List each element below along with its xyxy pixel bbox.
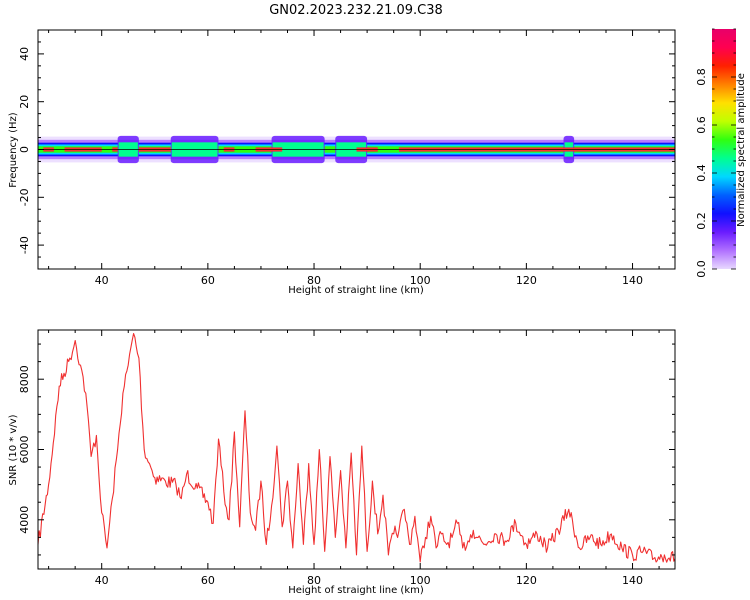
x-tick-label: 60 <box>201 574 215 587</box>
y-tick-label: 20 <box>18 95 31 109</box>
snr-ticks: 40 60 80 100 120 140 4000 6000 8000 <box>18 330 675 587</box>
snr-xlabel: Height of straight line (km) <box>288 585 424 596</box>
x-tick-label: 100 <box>410 274 431 287</box>
snr-ylabel: SNR (10 * v/v) <box>8 414 19 485</box>
colorbar-tick-label: 0.8 <box>695 68 708 86</box>
x-tick-label: 40 <box>95 274 109 287</box>
figure-title: GN02.2023.232.21.09.C38 <box>269 3 443 18</box>
spectrogram-ylabel: Frequency (Hz) <box>8 112 19 188</box>
spectrogram-panel: 40 60 80 100 120 140 -40 -20 0 20 40 Height of str… <box>8 29 676 296</box>
x-tick-label: 80 <box>307 274 321 287</box>
colorbar-tick-label: 0.2 <box>695 212 708 230</box>
colorbar-tick-label: 0.0 <box>695 260 708 278</box>
x-tick-label: 40 <box>95 574 109 587</box>
colorbar-gradient <box>712 29 736 269</box>
y-tick-label: 4000 <box>18 506 31 534</box>
snr-series-line <box>37 332 676 563</box>
y-tick-label: -40 <box>18 236 31 254</box>
x-tick-label: 100 <box>410 574 431 587</box>
spectrogram-ticks: 40 60 80 100 120 140 -40 -20 0 20 40 <box>18 29 675 287</box>
x-tick-label: 60 <box>201 274 215 287</box>
y-tick-label: -20 <box>18 188 31 206</box>
x-tick-label: 140 <box>622 574 643 587</box>
x-tick-label: 80 <box>307 574 321 587</box>
y-tick-label: 6000 <box>18 436 31 464</box>
x-tick-label: 140 <box>622 274 643 287</box>
colorbar-ticks: 0.0 0.2 0.4 0.6 0.8 <box>695 28 736 278</box>
colorbar-label: Normalized spectral amplitude <box>736 73 747 227</box>
x-tick-label: 120 <box>516 274 537 287</box>
x-tick-label: 120 <box>516 574 537 587</box>
y-tick-label: 0 <box>18 146 31 153</box>
snr-frame <box>37 329 676 570</box>
colorbar-tick-label: 0.4 <box>695 164 708 182</box>
y-tick-label: 40 <box>18 47 31 61</box>
snr-panel: 40 60 80 100 120 140 4000 6000 8000 Height of st… <box>8 329 676 596</box>
y-tick-label: 8000 <box>18 365 31 393</box>
colorbar-tick-label: 0.6 <box>695 116 708 134</box>
colorbar: 0.0 0.2 0.4 0.6 0.8 Normalized spectral ampl… <box>695 28 747 278</box>
spectrogram-xlabel: Height of straight line (km) <box>288 285 424 296</box>
